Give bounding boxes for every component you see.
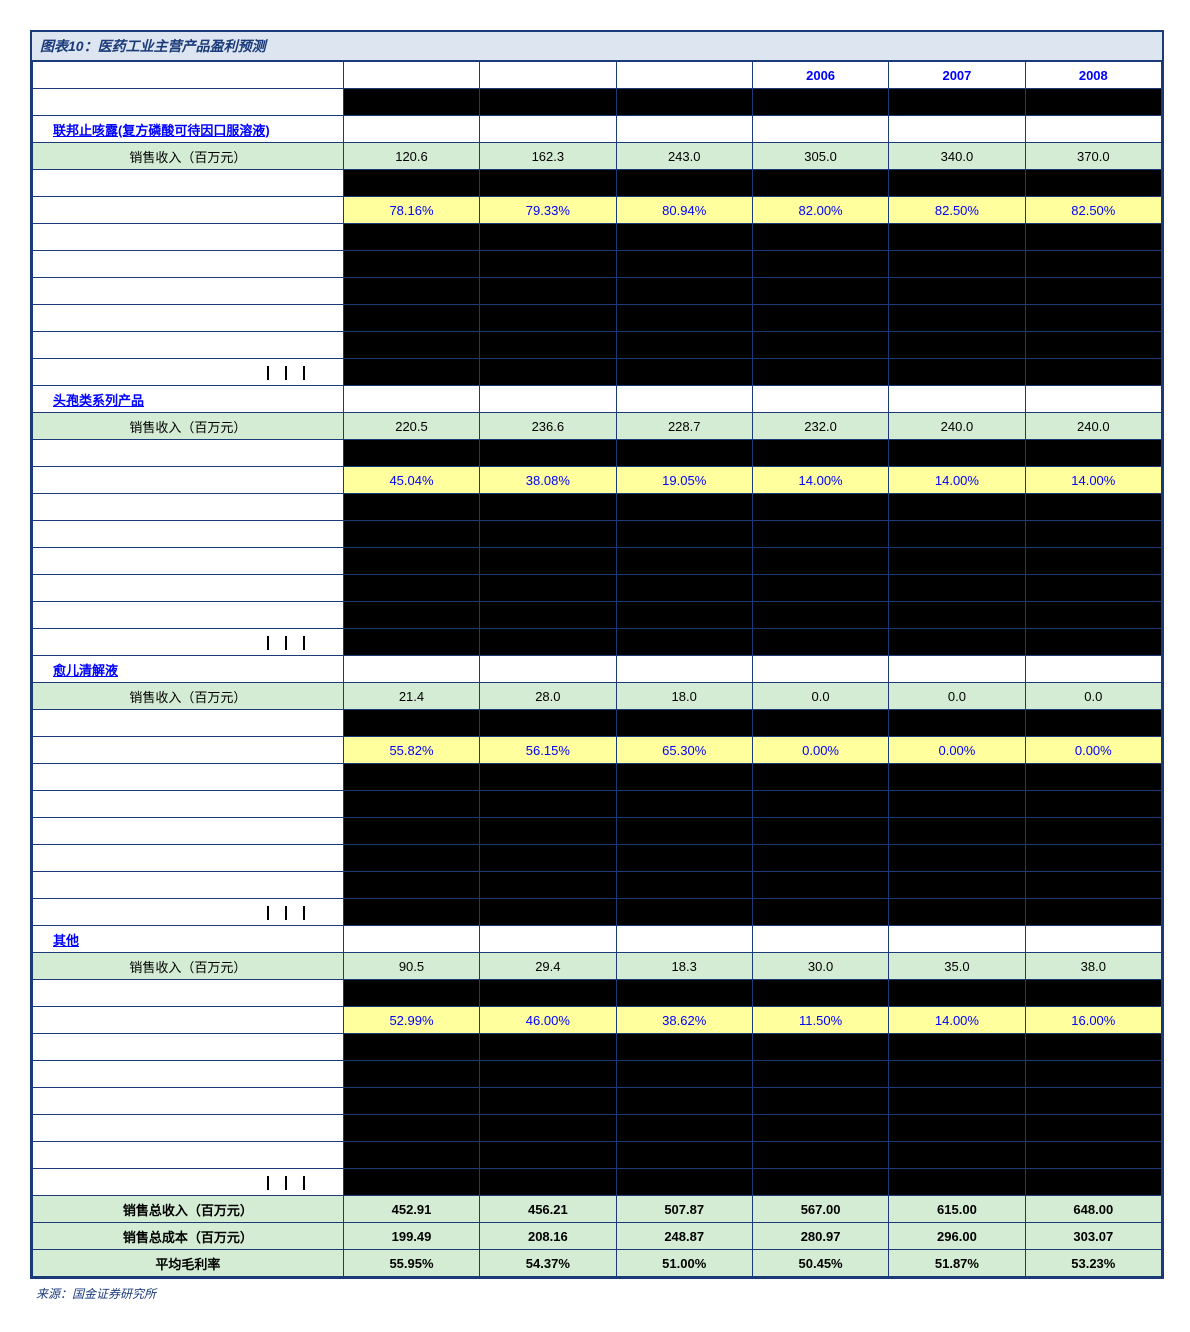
revenue-value: 38.0 (1025, 953, 1161, 980)
revenue-value: 232.0 (752, 413, 888, 440)
year-header (616, 62, 752, 89)
total-label: 销售总收入（百万元） (33, 1196, 344, 1223)
margin-value: 45.04% (343, 467, 479, 494)
margin-value: 38.08% (480, 467, 616, 494)
revenue-value: 30.0 (752, 953, 888, 980)
margin-value: 52.99% (343, 1007, 479, 1034)
year-header (480, 62, 616, 89)
margin-value: 38.62% (616, 1007, 752, 1034)
total-value: 51.87% (889, 1250, 1025, 1277)
total-value: 507.87 (616, 1196, 752, 1223)
source-note: 来源：国金证券研究所 (30, 1285, 1160, 1302)
margin-value: 14.00% (889, 467, 1025, 494)
tick-marks (33, 899, 344, 926)
year-header: 2008 (1025, 62, 1161, 89)
margin-label (33, 467, 344, 494)
revenue-value: 0.0 (752, 683, 888, 710)
year-header: 2006 (752, 62, 888, 89)
margin-value: 80.94% (616, 197, 752, 224)
total-value: 50.45% (752, 1250, 888, 1277)
table-container: 图表10：医药工业主营产品盈利预测 200620072008 联邦止咳露(复方磷酸… (30, 30, 1164, 1279)
margin-value: 0.00% (1025, 737, 1161, 764)
revenue-label: 销售收入（百万元） (33, 413, 344, 440)
margin-value: 65.30% (616, 737, 752, 764)
total-value: 280.97 (752, 1223, 888, 1250)
margin-value: 46.00% (480, 1007, 616, 1034)
chart-title: 图表10：医药工业主营产品盈利预测 (32, 32, 1162, 61)
section-name: 头孢类系列产品 (33, 386, 344, 413)
revenue-value: 243.0 (616, 143, 752, 170)
revenue-value: 18.0 (616, 683, 752, 710)
revenue-value: 90.5 (343, 953, 479, 980)
margin-value: 0.00% (889, 737, 1025, 764)
total-value: 54.37% (480, 1250, 616, 1277)
total-value: 456.21 (480, 1196, 616, 1223)
revenue-value: 0.0 (1025, 683, 1161, 710)
revenue-value: 236.6 (480, 413, 616, 440)
data-table: 200620072008联邦止咳露(复方磷酸可待因口服溶液)销售收入（百万元）1… (32, 61, 1162, 1277)
revenue-value: 220.5 (343, 413, 479, 440)
total-value: 208.16 (480, 1223, 616, 1250)
total-value: 452.91 (343, 1196, 479, 1223)
margin-value: 82.50% (1025, 197, 1161, 224)
revenue-value: 18.3 (616, 953, 752, 980)
margin-value: 16.00% (1025, 1007, 1161, 1034)
margin-value: 0.00% (752, 737, 888, 764)
revenue-value: 240.0 (889, 413, 1025, 440)
margin-label (33, 1007, 344, 1034)
margin-value: 19.05% (616, 467, 752, 494)
tick-marks (33, 629, 344, 656)
total-value: 303.07 (1025, 1223, 1161, 1250)
revenue-value: 21.4 (343, 683, 479, 710)
revenue-value: 370.0 (1025, 143, 1161, 170)
revenue-value: 120.6 (343, 143, 479, 170)
total-label: 平均毛利率 (33, 1250, 344, 1277)
margin-value: 14.00% (889, 1007, 1025, 1034)
margin-label (33, 737, 344, 764)
revenue-label: 销售收入（百万元） (33, 143, 344, 170)
margin-value: 78.16% (343, 197, 479, 224)
margin-value: 14.00% (752, 467, 888, 494)
margin-value: 82.50% (889, 197, 1025, 224)
section-name: 其他 (33, 926, 344, 953)
total-value: 55.95% (343, 1250, 479, 1277)
total-value: 199.49 (343, 1223, 479, 1250)
margin-label (33, 197, 344, 224)
revenue-value: 240.0 (1025, 413, 1161, 440)
total-value: 648.00 (1025, 1196, 1161, 1223)
revenue-label: 销售收入（百万元） (33, 953, 344, 980)
total-value: 248.87 (616, 1223, 752, 1250)
total-value: 51.00% (616, 1250, 752, 1277)
revenue-label: 销售收入（百万元） (33, 683, 344, 710)
revenue-value: 305.0 (752, 143, 888, 170)
margin-value: 82.00% (752, 197, 888, 224)
section-name: 愈儿清解液 (33, 656, 344, 683)
revenue-value: 228.7 (616, 413, 752, 440)
total-value: 615.00 (889, 1196, 1025, 1223)
total-label: 销售总成本（百万元） (33, 1223, 344, 1250)
tick-marks (33, 1169, 344, 1196)
tick-marks (33, 359, 344, 386)
revenue-value: 340.0 (889, 143, 1025, 170)
section-name: 联邦止咳露(复方磷酸可待因口服溶液) (33, 116, 344, 143)
margin-value: 79.33% (480, 197, 616, 224)
margin-value: 55.82% (343, 737, 479, 764)
header-blank (33, 62, 344, 89)
margin-value: 11.50% (752, 1007, 888, 1034)
revenue-value: 162.3 (480, 143, 616, 170)
revenue-value: 29.4 (480, 953, 616, 980)
margin-value: 56.15% (480, 737, 616, 764)
year-header (343, 62, 479, 89)
revenue-value: 0.0 (889, 683, 1025, 710)
margin-value: 14.00% (1025, 467, 1161, 494)
year-header: 2007 (889, 62, 1025, 89)
revenue-value: 35.0 (889, 953, 1025, 980)
total-value: 296.00 (889, 1223, 1025, 1250)
revenue-value: 28.0 (480, 683, 616, 710)
total-value: 53.23% (1025, 1250, 1161, 1277)
total-value: 567.00 (752, 1196, 888, 1223)
